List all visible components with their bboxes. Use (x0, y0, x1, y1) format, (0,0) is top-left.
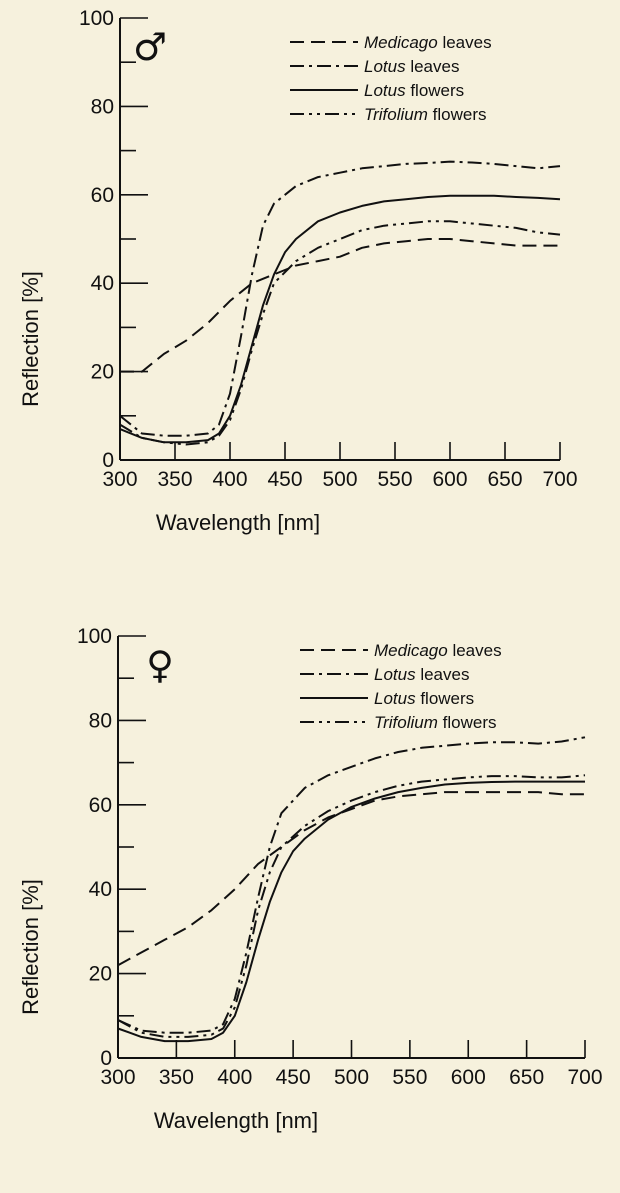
legend-label-genus: Trifolium (374, 713, 438, 732)
legend-label-part: leaves (448, 641, 502, 660)
x-tick-label: 550 (392, 1066, 427, 1089)
x-tick-label: 650 (509, 1066, 544, 1089)
legend-label: Lotus flowers (374, 689, 474, 708)
legend-label: Trifolium flowers (374, 713, 497, 732)
legend-label-part: flowers (428, 105, 487, 124)
legend-label-genus: Lotus (364, 81, 406, 100)
y-axis-title: Reflection [%] (18, 879, 43, 1015)
sex-symbol-male: ♂ (133, 25, 167, 69)
x-tick-label: 450 (267, 468, 302, 491)
legend-label: Lotus leaves (364, 57, 459, 76)
sex-symbol-female: ♀ (146, 643, 174, 687)
x-axis-title: Wavelength [nm] (156, 510, 320, 535)
legend-label-genus: Medicago (364, 33, 438, 52)
x-tick-label: 500 (322, 468, 357, 491)
x-tick-label: 700 (567, 1066, 602, 1089)
x-tick-label: 300 (100, 1066, 135, 1089)
y-tick-label: 0 (102, 449, 114, 472)
x-tick-label: 350 (157, 468, 192, 491)
legend-label: Medicago leaves (364, 33, 492, 52)
y-tick-label: 60 (91, 184, 114, 207)
y-tick-label: 40 (89, 878, 112, 901)
legend-label-genus: Lotus (374, 665, 416, 684)
x-tick-label: 400 (212, 468, 247, 491)
y-tick-label: 100 (77, 625, 112, 648)
series-line-medicago-leaves (120, 238, 560, 373)
y-axis-title: Reflection [%] (18, 271, 43, 407)
y-tick-label: 80 (91, 95, 114, 118)
x-tick-label: 400 (217, 1066, 252, 1089)
legend-label: Lotus flowers (364, 81, 464, 100)
chart-panel-female: 0 20 40 60 80 100 300 350 400 450 500 550 600 650 700 W… (18, 625, 603, 1133)
x-tick-label: 350 (159, 1066, 194, 1089)
legend-label-genus: Lotus (374, 689, 416, 708)
y-tick-label: 20 (89, 963, 112, 986)
y-tick-label: 40 (91, 272, 114, 295)
legend-label: Lotus leaves (374, 665, 469, 684)
x-tick-label: 500 (334, 1066, 369, 1089)
y-tick-label: 100 (79, 7, 114, 30)
legend-label: Trifolium flowers (364, 105, 487, 124)
legend-label-part: flowers (438, 713, 497, 732)
x-tick-label: 600 (451, 1066, 486, 1089)
series-line-lotus-leaves (119, 160, 561, 437)
x-tick-label: 600 (432, 468, 467, 491)
legend-label-part: flowers (416, 689, 475, 708)
y-tick-label: 20 (91, 361, 114, 384)
series-line-lotus-leaves (117, 736, 586, 1034)
legend-label-part: flowers (406, 81, 465, 100)
x-tick-label: 700 (542, 468, 577, 491)
x-tick-label: 300 (102, 468, 137, 491)
legend-label-part: leaves (406, 57, 460, 76)
legend-label-part: leaves (438, 33, 492, 52)
legend-label: Medicago leaves (374, 641, 502, 660)
y-tick-label: 60 (89, 794, 112, 817)
x-tick-label: 650 (487, 468, 522, 491)
legend-label-genus: Medicago (374, 641, 448, 660)
series-line-trifolium-flowers (117, 774, 586, 1038)
y-tick-label: 80 (89, 709, 112, 732)
chart-panel-male: 0 20 40 60 80 100 300 350 400 450 500 550 600 650 700 W… (18, 7, 578, 535)
legend-label-genus: Trifolium (364, 105, 428, 124)
series-line-trifolium-flowers (119, 220, 561, 446)
legend-label-part: leaves (416, 665, 470, 684)
legend-label-genus: Lotus (364, 57, 406, 76)
x-axis-title: Wavelength [nm] (154, 1108, 318, 1133)
x-tick-label: 450 (276, 1066, 311, 1089)
x-tick-label: 550 (377, 468, 412, 491)
y-tick-label: 0 (100, 1047, 112, 1070)
series-line-medicago-leaves (117, 791, 585, 967)
series-line-lotus-flowers (117, 780, 585, 1043)
series-line-lotus-flowers (119, 194, 561, 444)
